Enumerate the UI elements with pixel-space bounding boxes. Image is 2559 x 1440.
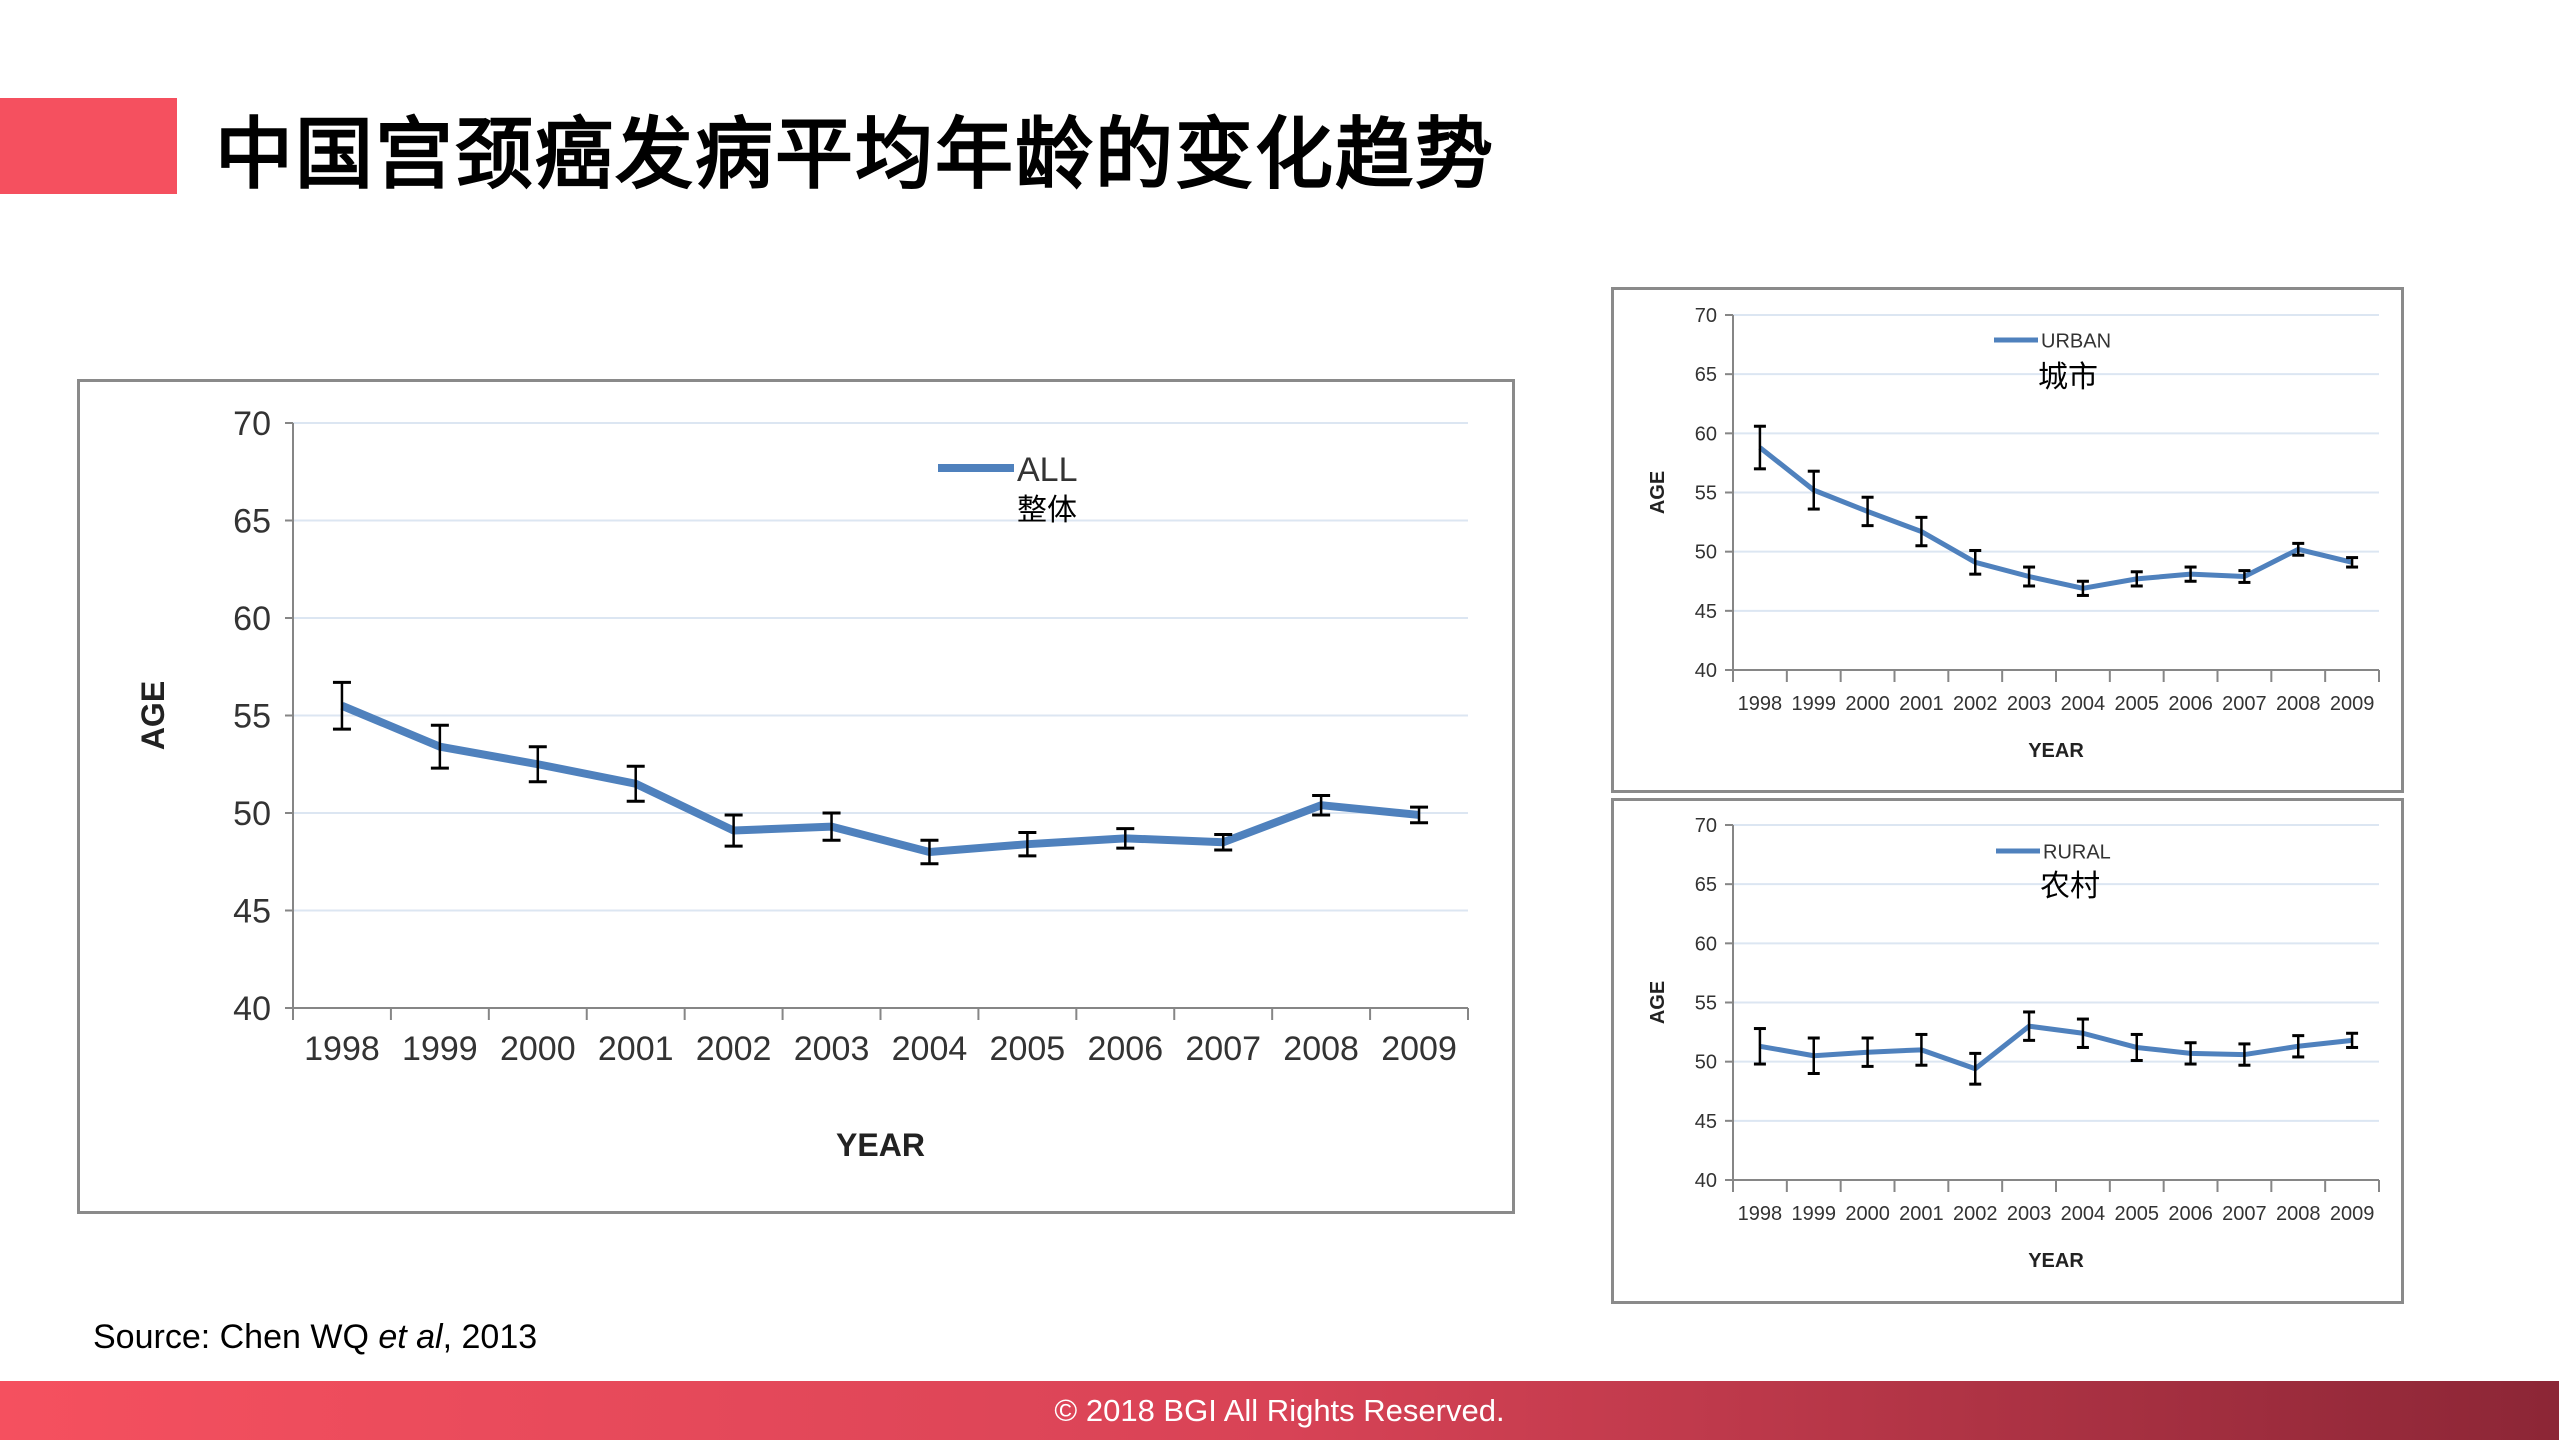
x-tick-label: 2000	[500, 1030, 576, 1068]
x-tick-label: 2001	[598, 1030, 674, 1068]
x-tick-label: 2003	[794, 1030, 870, 1068]
y-tick-label: 60	[233, 600, 271, 638]
y-tick-label: 50	[1695, 542, 1717, 564]
x-tick-label: 2004	[2061, 1203, 2106, 1225]
chart-svg: 40 45 50 55 60 65 70 1998 1999 2000 2001 2002 2003 20…	[1647, 815, 2380, 1272]
legend-label: RURAL	[2043, 842, 2111, 864]
y-tick-label: 60	[1695, 933, 1717, 955]
y-tick-label: 55	[1695, 993, 1717, 1015]
x-tick-label: 1998	[304, 1030, 380, 1068]
y-tick-label: 55	[233, 697, 271, 735]
source-prefix: Source: Chen WQ	[93, 1318, 379, 1356]
x-tick-label: 2000	[1845, 1203, 1890, 1225]
x-tick-label: 2004	[892, 1030, 968, 1068]
x-tick-label: 2005	[990, 1030, 1066, 1068]
x-tick-label: 1998	[1738, 1203, 1783, 1225]
page-title: 中国宫颈癌发病平均年龄的变化趋势	[215, 109, 1496, 200]
x-tick-label: 2002	[1953, 693, 1998, 715]
x-tick-label: 2004	[2061, 693, 2106, 715]
legend-label: ALL	[1017, 451, 1078, 489]
footer-bar: © 2018 BGI All Rights Reserved.	[0, 1381, 2559, 1440]
x-tick-label: 1999	[402, 1030, 478, 1068]
x-tick-label: 2009	[2330, 693, 2375, 715]
x-tick-label: 1999	[1792, 1203, 1837, 1225]
y-tick-label: 60	[1695, 423, 1717, 445]
x-axis-title: YEAR	[836, 1127, 925, 1163]
series-line-rural	[1759, 1023, 2353, 1072]
source-suffix: , 2013	[442, 1318, 538, 1356]
y-tick-label: 50	[233, 795, 271, 833]
legend-chinese-label: 整体	[1017, 493, 1077, 528]
x-tick-label: 2002	[1953, 1203, 1998, 1225]
x-tick-label: 2001	[1899, 693, 1944, 715]
y-tick-label: 40	[233, 990, 271, 1028]
x-tick-label: 2006	[1087, 1030, 1163, 1068]
y-tick-label: 70	[1695, 305, 1717, 327]
chart-rural: 40 45 50 55 60 65 70 1998 1999 2000 2001 2002 2003 20…	[1611, 798, 2404, 1304]
x-tick-label: 2006	[2168, 1203, 2213, 1225]
chart-all: 40 45 50 55 60 65 70 1998 1999 2000 2001 2002 2003 20…	[77, 379, 1515, 1214]
chart-svg: 40 45 50 55 60 65 70 1998 1999 2000 2001 2002 2003 20…	[1647, 305, 2380, 762]
x-tick-label: 2007	[2222, 693, 2267, 715]
y-tick-label: 45	[1695, 1111, 1717, 1133]
y-tick-label: 70	[233, 405, 271, 443]
series-line-all	[340, 702, 1420, 856]
y-tick-label: 65	[233, 502, 271, 540]
x-tick-label: 2007	[1185, 1030, 1261, 1068]
y-tick-label: 50	[1695, 1052, 1717, 1074]
copyright-text: © 2018 BGI All Rights Reserved.	[1054, 1393, 1505, 1428]
x-tick-label: 2001	[1899, 1203, 1944, 1225]
x-axis-title: YEAR	[2028, 740, 2084, 762]
legend-label: URBAN	[2041, 331, 2111, 353]
y-tick-label: 45	[1695, 601, 1717, 623]
y-tick-label: 40	[1695, 1170, 1717, 1192]
chart-urban: 40 45 50 55 60 65 70 1998 1999 2000 2001 2002 2003 20…	[1611, 287, 2404, 793]
y-axis-title: AGE	[1647, 471, 1669, 514]
x-tick-label: 1999	[1792, 693, 1837, 715]
x-tick-label: 2009	[1381, 1030, 1457, 1068]
series-line-urban	[1758, 445, 2353, 591]
source-citation: Source: Chen WQ et al, 2013	[93, 1318, 537, 1357]
x-tick-label: 1998	[1738, 693, 1783, 715]
x-tick-label: 2008	[2276, 693, 2321, 715]
legend-chinese-label: 城市	[2038, 360, 2098, 395]
x-axis-title: YEAR	[2028, 1250, 2084, 1272]
y-tick-label: 65	[1695, 364, 1717, 386]
x-tick-label: 2003	[2007, 1203, 2051, 1225]
y-tick-label: 65	[1695, 874, 1717, 896]
x-tick-label: 2009	[2330, 1203, 2375, 1225]
x-tick-label: 2005	[2115, 693, 2160, 715]
y-tick-label: 55	[1695, 483, 1717, 505]
y-axis-title: AGE	[135, 681, 171, 750]
x-tick-label: 2007	[2222, 1203, 2267, 1225]
x-tick-label: 2008	[1283, 1030, 1359, 1068]
chart-svg: 40 45 50 55 60 65 70 1998 1999 2000 2001 2002 2003 20…	[135, 405, 1469, 1163]
x-tick-label: 2005	[2115, 1203, 2160, 1225]
title-accent-block	[0, 98, 177, 194]
y-tick-label: 40	[1695, 660, 1717, 682]
source-italic: et al	[378, 1318, 443, 1356]
x-tick-label: 2002	[696, 1030, 772, 1068]
x-tick-label: 2006	[2168, 693, 2213, 715]
x-tick-label: 2000	[1845, 693, 1890, 715]
x-tick-label: 2008	[2276, 1203, 2321, 1225]
y-tick-label: 70	[1695, 815, 1717, 837]
y-tick-label: 45	[233, 892, 271, 930]
y-axis-title: AGE	[1647, 981, 1669, 1024]
legend-chinese-label: 农村	[2040, 869, 2100, 904]
x-tick-label: 2003	[2007, 693, 2051, 715]
